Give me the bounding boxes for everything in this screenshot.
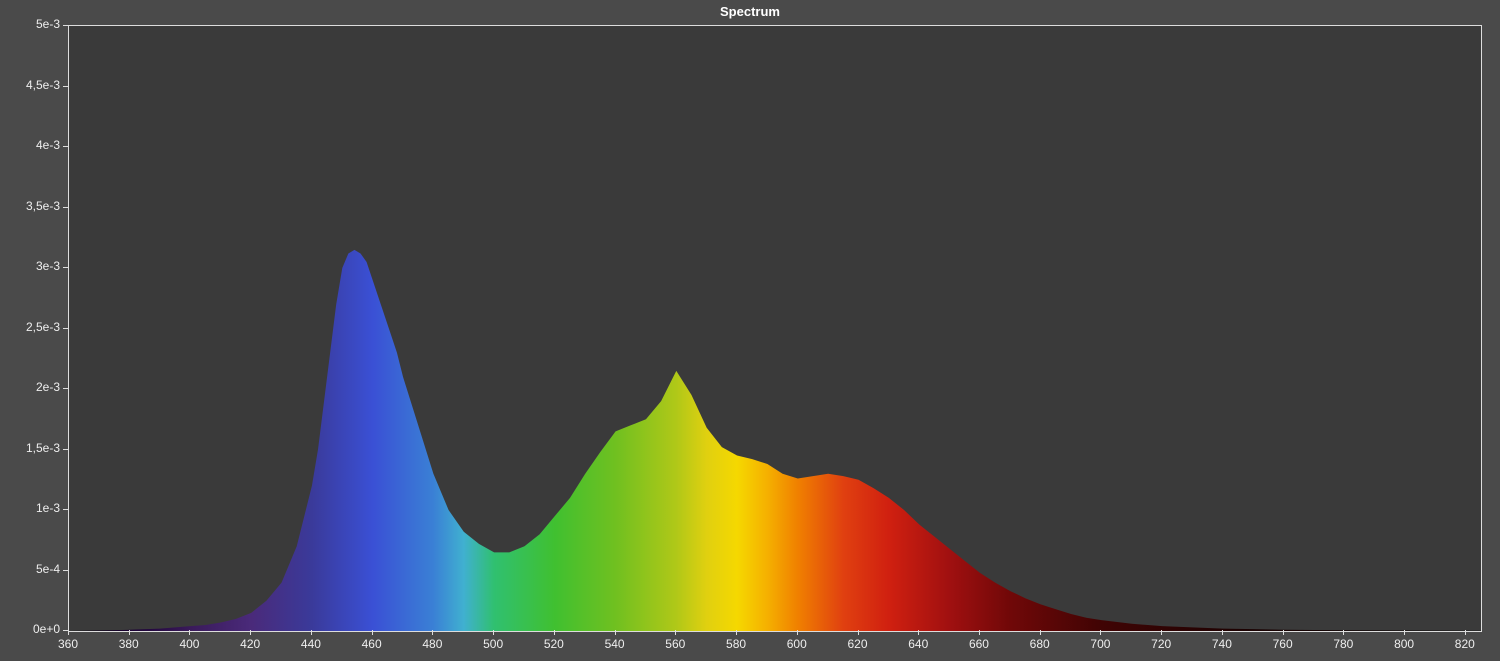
- y-tick-label: 0e+0: [33, 622, 60, 636]
- x-tick-mark: [311, 630, 312, 635]
- x-tick-label: 600: [787, 637, 807, 651]
- spectrum-area-fill: [69, 26, 1481, 631]
- x-tick-label: 640: [908, 637, 928, 651]
- x-tick-label: 620: [847, 637, 867, 651]
- x-tick-label: 680: [1030, 637, 1050, 651]
- y-tick-label: 1e-3: [36, 501, 60, 515]
- x-tick-mark: [1161, 630, 1162, 635]
- y-tick-label: 2e-3: [36, 380, 60, 394]
- x-tick-label: 760: [1273, 637, 1293, 651]
- x-tick-label: 460: [362, 637, 382, 651]
- x-tick-label: 800: [1394, 637, 1414, 651]
- x-tick-mark: [918, 630, 919, 635]
- y-tick-label: 5e-3: [36, 17, 60, 31]
- x-tick-label: 540: [605, 637, 625, 651]
- y-tick-mark: [63, 570, 68, 571]
- x-tick-mark: [979, 630, 980, 635]
- y-tick-mark: [63, 146, 68, 147]
- spectrum-chart-container: { "chart": { "type": "area", "title": "S…: [0, 0, 1500, 661]
- x-tick-label: 440: [301, 637, 321, 651]
- x-tick-mark: [675, 630, 676, 635]
- x-tick-mark: [1222, 630, 1223, 635]
- x-tick-mark: [858, 630, 859, 635]
- x-tick-label: 400: [179, 637, 199, 651]
- y-tick-mark: [63, 509, 68, 510]
- y-tick-label: 4e-3: [36, 138, 60, 152]
- x-tick-mark: [1465, 630, 1466, 635]
- x-tick-mark: [1040, 630, 1041, 635]
- x-tick-label: 480: [422, 637, 442, 651]
- y-tick-label: 3,5e-3: [26, 199, 60, 213]
- x-tick-mark: [372, 630, 373, 635]
- x-tick-label: 740: [1212, 637, 1232, 651]
- x-tick-mark: [189, 630, 190, 635]
- y-tick-mark: [63, 25, 68, 26]
- x-tick-mark: [615, 630, 616, 635]
- x-tick-label: 360: [58, 637, 78, 651]
- y-tick-mark: [63, 86, 68, 87]
- x-tick-label: 780: [1333, 637, 1353, 651]
- x-tick-label: 380: [119, 637, 139, 651]
- x-tick-mark: [129, 630, 130, 635]
- x-tick-label: 520: [544, 637, 564, 651]
- y-tick-mark: [63, 328, 68, 329]
- y-tick-label: 2,5e-3: [26, 320, 60, 334]
- x-tick-label: 660: [969, 637, 989, 651]
- x-tick-mark: [493, 630, 494, 635]
- x-tick-mark: [1343, 630, 1344, 635]
- x-tick-mark: [1404, 630, 1405, 635]
- x-tick-label: 700: [1090, 637, 1110, 651]
- y-tick-mark: [63, 388, 68, 389]
- y-tick-label: 5e-4: [36, 562, 60, 576]
- x-tick-mark: [1283, 630, 1284, 635]
- chart-title: Spectrum: [0, 4, 1500, 19]
- y-tick-mark: [63, 267, 68, 268]
- y-tick-mark: [63, 449, 68, 450]
- y-tick-mark: [63, 207, 68, 208]
- x-tick-mark: [250, 630, 251, 635]
- y-tick-label: 3e-3: [36, 259, 60, 273]
- y-tick-label: 4,5e-3: [26, 78, 60, 92]
- x-tick-label: 820: [1455, 637, 1475, 651]
- y-tick-label: 1,5e-3: [26, 441, 60, 455]
- x-tick-label: 420: [240, 637, 260, 651]
- x-tick-mark: [554, 630, 555, 635]
- x-tick-label: 500: [483, 637, 503, 651]
- plot-area: [68, 25, 1482, 632]
- x-tick-mark: [68, 630, 69, 635]
- x-tick-mark: [797, 630, 798, 635]
- x-tick-label: 580: [726, 637, 746, 651]
- x-tick-mark: [1100, 630, 1101, 635]
- x-tick-label: 560: [665, 637, 685, 651]
- x-tick-label: 720: [1151, 637, 1171, 651]
- x-tick-mark: [736, 630, 737, 635]
- x-tick-mark: [432, 630, 433, 635]
